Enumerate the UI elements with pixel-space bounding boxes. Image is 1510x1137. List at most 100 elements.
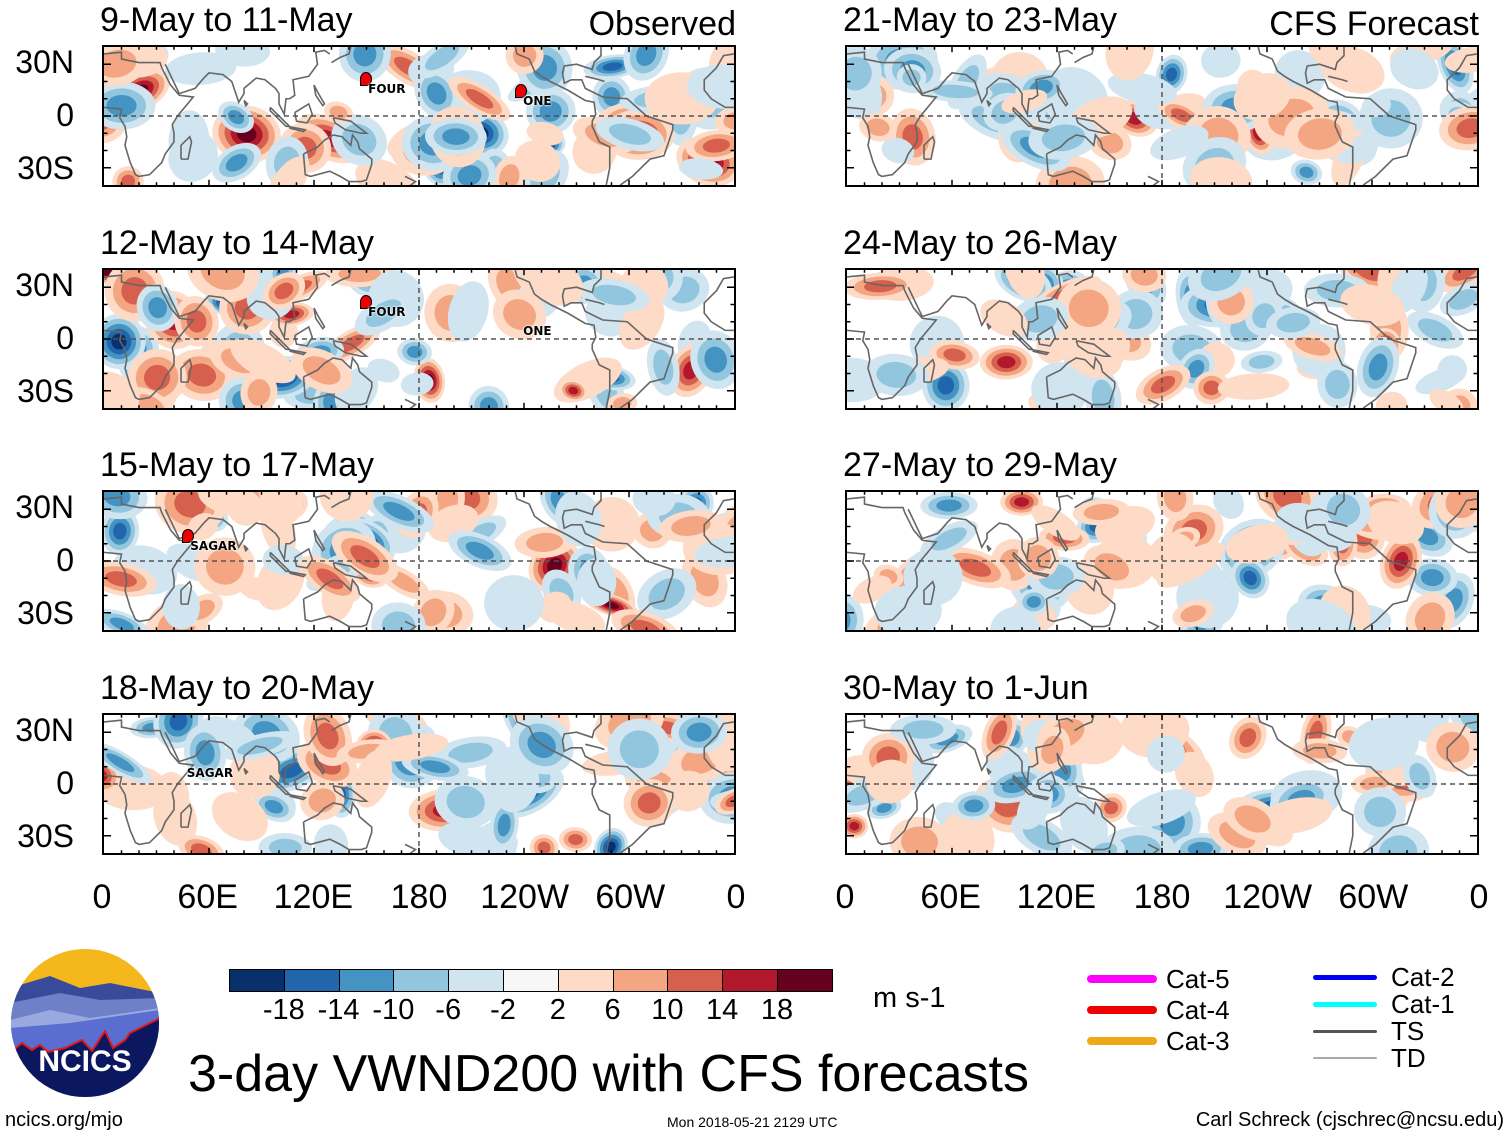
wind-field: [104, 270, 734, 408]
positive-vwind-contour: [545, 600, 606, 630]
coastline: [270, 552, 289, 571]
positive-vwind-contour: [144, 364, 171, 391]
negative-vwind-contour: [1107, 72, 1177, 105]
colorbar-label: 14: [706, 994, 739, 1026]
negative-vwind-contour: [1415, 367, 1465, 395]
positive-vwind-contour: [1083, 503, 1120, 521]
colorbar-swatch: [338, 969, 395, 992]
positive-vwind-contour: [374, 733, 449, 761]
coastline: [924, 137, 935, 159]
positive-vwind-contour: [1456, 118, 1477, 139]
coastline: [1148, 399, 1159, 409]
negative-vwind-contour: [936, 499, 962, 512]
legend-line-cat-3: [1087, 1037, 1157, 1045]
legend-line-cat-1: [1313, 1001, 1377, 1007]
negative-vwind-contour: [1187, 359, 1205, 378]
coastline: [1328, 521, 1347, 526]
negative-vwind-contour: [342, 124, 377, 156]
positive-vwind-contour: [513, 270, 584, 306]
positive-vwind-contour: [338, 270, 381, 283]
negative-vwind-contour: [1243, 570, 1257, 586]
negative-vwind-contour: [448, 742, 493, 763]
positive-vwind-contour: [568, 834, 583, 846]
storm-label: FOUR: [368, 81, 406, 96]
ncics-logo: NCICS: [11, 949, 159, 1097]
lon-tick-label: 60E: [920, 878, 981, 916]
negative-vwind-contour: [365, 299, 402, 327]
panel-title: 9-May to 11-May: [100, 1, 353, 39]
positive-vwind-contour: [308, 788, 336, 813]
positive-vwind-contour: [901, 826, 938, 853]
lat-tick-label: 0: [56, 320, 74, 356]
positive-vwind-contour: [319, 492, 374, 522]
positive-vwind-contour: [1190, 157, 1253, 185]
positive-vwind-contour: [1001, 89, 1048, 114]
negative-vwind-contour: [592, 284, 636, 306]
lat-tick-label: 30S: [17, 818, 74, 855]
positive-vwind-contour: [1156, 542, 1225, 588]
positive-vwind-contour: [1031, 505, 1080, 541]
positive-vwind-contour: [104, 765, 112, 786]
coastlines: [104, 490, 734, 632]
negative-vwind-contour: [168, 110, 210, 171]
coastline: [1306, 270, 1416, 408]
lon-tick-label: 60W: [595, 878, 666, 916]
coastline: [288, 126, 306, 131]
coastline: [304, 803, 372, 850]
negative-vwind-contour: [457, 165, 482, 185]
coastline: [987, 323, 991, 328]
coastline: [1075, 270, 1094, 286]
wind-field: [847, 270, 1477, 408]
negative-vwind-contour: [874, 585, 942, 630]
colorbar-swatch: [777, 969, 833, 992]
lon-tick-label: 0: [1469, 878, 1489, 916]
coastline: [181, 805, 192, 827]
coastline: [585, 76, 604, 81]
colorbar-label: -18: [262, 994, 305, 1026]
lat-tick-label: 30S: [17, 150, 74, 187]
coastline: [314, 530, 325, 551]
negative-vwind-contour: [1146, 735, 1186, 773]
legend-line-cat-5: [1087, 975, 1157, 983]
negative-vwind-contour: [1390, 48, 1439, 90]
coastline: [1057, 85, 1068, 106]
positive-vwind-contour: [613, 397, 632, 408]
coastline: [987, 768, 991, 773]
coastline: [270, 775, 289, 794]
colorbar-swatch: [393, 969, 450, 992]
footer-site-link[interactable]: ncics.org/mjo: [5, 1109, 123, 1131]
coastline: [314, 753, 325, 774]
colorbar-label: 18: [760, 994, 794, 1026]
lon-tick-label: 120W: [1223, 878, 1313, 916]
lon-tick-label: 120E: [273, 878, 354, 916]
coastline: [1372, 713, 1381, 715]
lon-tick-label: 180: [390, 878, 448, 916]
negative-vwind-contour: [686, 64, 734, 109]
negative-vwind-contour: [636, 47, 657, 67]
negative-vwind-contour: [1420, 569, 1444, 587]
coastline: [704, 722, 734, 775]
positive-vwind-contour: [1174, 751, 1214, 798]
negative-vwind-contour: [447, 281, 489, 342]
coastline: [165, 495, 330, 559]
coastline: [987, 545, 991, 550]
negative-vwind-contour: [104, 492, 131, 507]
coastline: [304, 358, 372, 405]
negative-vwind-contour: [162, 584, 200, 630]
positive-vwind-contour: [1225, 524, 1289, 564]
colorbar-label: 6: [604, 994, 621, 1026]
coastline: [181, 582, 192, 604]
negative-vwind-contour: [165, 52, 237, 86]
coastline: [1306, 715, 1416, 853]
coastline: [1047, 358, 1115, 405]
negative-vwind-contour: [237, 736, 283, 755]
coastline: [244, 323, 248, 328]
negative-vwind-contour: [426, 82, 447, 105]
negative-vwind-contour: [1115, 835, 1161, 853]
coastline: [1258, 47, 1353, 185]
legend-line-cat-2: [1313, 974, 1377, 980]
positive-vwind-contour: [959, 558, 992, 577]
colorbar-label: -14: [317, 994, 360, 1026]
positive-vwind-contour: [1004, 270, 1045, 299]
positive-vwind-contour: [121, 174, 136, 185]
